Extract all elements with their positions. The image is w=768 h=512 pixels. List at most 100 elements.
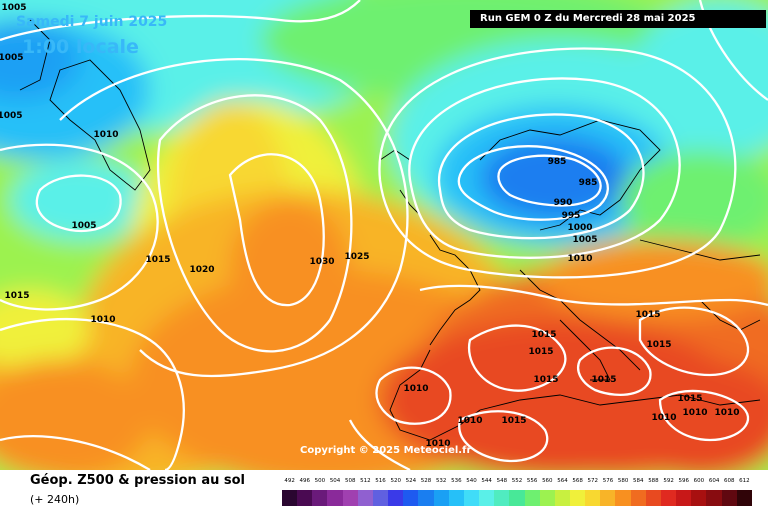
scale-swatch (615, 490, 631, 506)
scale-swatch (479, 490, 495, 506)
isobar-label: 1010 (651, 413, 677, 423)
scale-value: 600 (693, 478, 705, 484)
legend-subtitle: (+ 240h) (30, 493, 80, 506)
scale-swatch (554, 490, 570, 506)
isobar-label: 1010 (93, 130, 119, 140)
scale-value: 500 (314, 478, 326, 484)
scale-swatch (585, 490, 601, 506)
scale-swatch (357, 490, 373, 506)
scale-value: 580 (617, 478, 629, 484)
scale-value: 544 (481, 478, 492, 484)
scale-value: 528 (420, 478, 432, 484)
scale-value: 608 (724, 478, 735, 484)
isobar-label: 1020 (189, 265, 215, 275)
scale-swatch (706, 490, 722, 506)
scale-value: 568 (572, 478, 583, 484)
scale-swatch (676, 490, 692, 506)
scale-value: 584 (633, 478, 644, 484)
scale-swatch (433, 490, 449, 506)
scale-value: 524 (405, 478, 417, 484)
scale-swatch (569, 490, 586, 506)
scale-value: 492 (284, 478, 295, 484)
isobar-label: 1010 (90, 315, 116, 325)
scale-swatch (524, 490, 540, 506)
scale-swatch (494, 490, 510, 506)
scale-swatch (660, 490, 677, 506)
scale-swatch (721, 490, 737, 506)
scale-swatch (327, 490, 343, 506)
scale-value: 508 (344, 478, 356, 484)
isobar-label: 985 (578, 178, 598, 188)
scale-swatch (600, 490, 616, 506)
scale-swatch (282, 490, 298, 506)
isobar-label: 1015 (531, 330, 557, 340)
scale-swatch (297, 490, 313, 506)
isobar-label: 1005 (0, 111, 23, 121)
forecast-date: Samedi 7 juin 2025 (16, 14, 168, 30)
scale-swatch (539, 490, 555, 506)
isobar-label: 1015 (591, 375, 617, 385)
isobar-label: 1015 (4, 291, 30, 301)
scale-swatch (342, 490, 358, 506)
isobar-label: 1010 (567, 254, 593, 264)
color-scale-labels: 492 496 500 504 508 512 516 520 524 528 532 536 540 5… (282, 478, 752, 488)
isobar-label: 995 (561, 211, 581, 221)
scale-swatch (691, 490, 707, 506)
scale-swatch (645, 490, 661, 506)
scale-swatch (418, 490, 434, 506)
scale-value: 588 (648, 478, 659, 484)
scale-value: 512 (360, 478, 371, 484)
scale-value: 596 (678, 478, 690, 484)
isobar-label: 1025 (344, 252, 370, 262)
isobar-label: 1005 (572, 235, 598, 245)
scale-swatch (403, 490, 419, 506)
isobar-label: 1000 (567, 223, 593, 233)
scale-value: 560 (542, 478, 553, 484)
copyright-notice: Copyright © 2025 Meteociel.fr (300, 445, 472, 456)
isobar-label: 1010 (457, 416, 483, 426)
scale-swatch (448, 490, 464, 506)
isobar-label: 1030 (309, 257, 335, 267)
isobar-label: 1015 (501, 416, 527, 426)
scale-swatch (312, 490, 328, 506)
isobar-label: 1010 (714, 408, 740, 418)
isobar-label: 1010 (403, 384, 429, 394)
isobar-label: 1015 (145, 255, 171, 265)
model-run-label: Run GEM 0 Z du Mercredi 28 mai 2025 (470, 10, 766, 28)
scale-swatch (463, 490, 480, 506)
scale-value: 612 (739, 478, 750, 484)
scale-swatch (509, 490, 525, 506)
legend-title: Géop. Z500 & pression au sol (30, 473, 245, 488)
scale-value: 604 (708, 478, 720, 484)
scale-value: 516 (375, 478, 386, 484)
isobar-label: 1010 (682, 408, 708, 418)
isobar-label: 1015 (646, 340, 672, 350)
isobar-label: 1010 (425, 439, 451, 449)
isobar-label: 1015 (533, 375, 559, 385)
z500-color-field (0, 0, 768, 470)
scale-swatch (372, 490, 389, 506)
scale-swatch (736, 490, 752, 506)
scale-value: 504 (329, 478, 341, 484)
scale-value: 536 (451, 478, 462, 484)
isobar-label: 1005 (71, 221, 97, 231)
scale-swatch (630, 490, 646, 506)
scale-value: 572 (587, 478, 599, 484)
geopotential-field (0, 0, 768, 470)
scale-value: 592 (663, 478, 674, 484)
color-scale (282, 490, 752, 506)
isobar-label: 1015 (528, 347, 554, 357)
scale-value: 548 (496, 478, 508, 484)
isobar-label: 985 (547, 157, 567, 167)
scale-value: 496 (299, 478, 310, 484)
isobar-label: 1005 (0, 53, 24, 63)
scale-value: 520 (390, 478, 401, 484)
isobar-label: 1015 (677, 394, 703, 404)
forecast-time: 1:00 locale (22, 36, 139, 58)
scale-value: 552 (511, 478, 523, 484)
scale-value: 532 (435, 478, 447, 484)
scale-value: 556 (526, 478, 538, 484)
isobar-label: 1015 (635, 310, 661, 320)
coastlines (19, 19, 761, 441)
scale-value: 576 (602, 478, 614, 484)
